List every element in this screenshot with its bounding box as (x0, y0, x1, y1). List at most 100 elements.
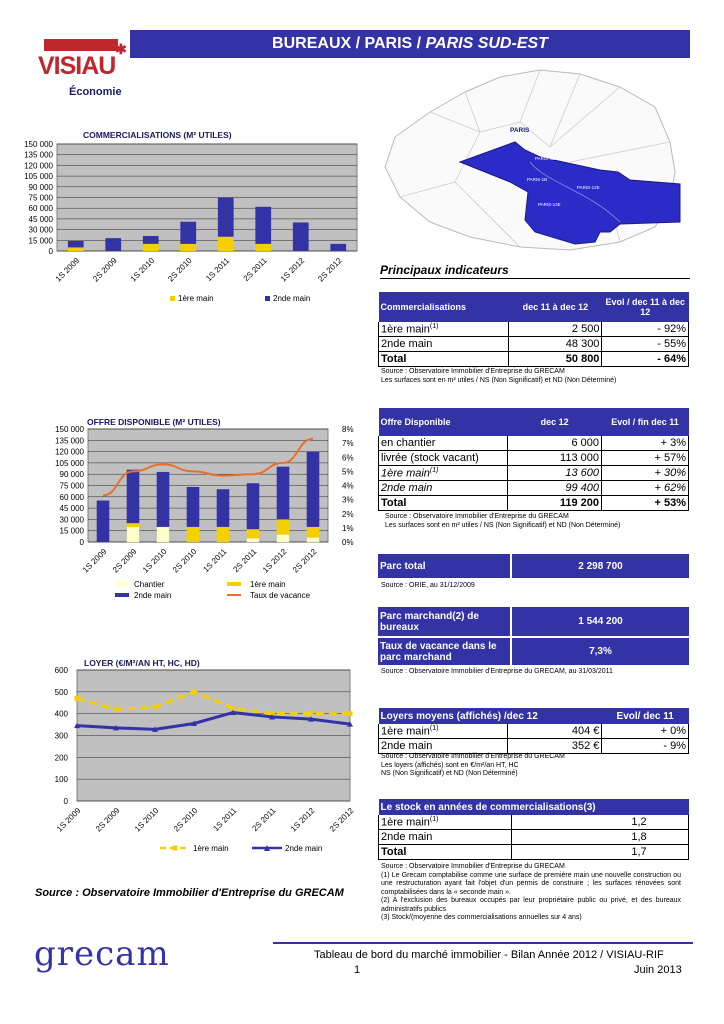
chart-loyer-title: LOYER (€/M²/AN HT, HC, HD) (84, 658, 200, 668)
bar (246, 538, 260, 543)
source-offre: Source : Observatoire Immobilier d'Entre… (385, 513, 621, 529)
bar (180, 243, 197, 251)
table-stock: Le stock en années de commercialisations… (378, 799, 689, 860)
bar (67, 247, 84, 251)
bar (292, 222, 309, 251)
legend-label: 2nde main (273, 294, 310, 303)
table-row: Total 1,7 (378, 844, 689, 860)
y2-tick-label: 7% (342, 439, 354, 448)
table-row: 1ère main(1) 13 600 + 30% (377, 465, 690, 481)
bar (216, 489, 230, 527)
bar (306, 451, 320, 527)
th-evol: Evol / fin dec 11 (611, 417, 679, 427)
x-tick-label: 2S 2009 (111, 547, 139, 575)
map-city-label: PARIS (510, 127, 530, 134)
indicators-title: Principaux indicateurs (380, 263, 509, 277)
bar (180, 221, 197, 244)
table-row: 2nde main 48 300 - 55% (377, 336, 689, 352)
y-tick-label: 105 000 (55, 459, 84, 468)
bar (255, 206, 272, 244)
y-tick-label: 90 000 (29, 183, 54, 192)
x-tick-label: 1S 2009 (81, 547, 109, 575)
x-tick-label: 1S 2010 (129, 256, 157, 284)
point (347, 711, 353, 717)
x-tick-label: 2S 2009 (91, 256, 119, 284)
legend-label: 1ère main (193, 844, 229, 853)
x-tick-label: 1S 2012 (279, 256, 307, 284)
bar (276, 519, 290, 535)
y-tick-label: 0 (49, 247, 54, 256)
y2-tick-label: 4% (342, 482, 354, 491)
bar (306, 537, 320, 543)
y2-tick-label: 2% (342, 510, 354, 519)
bar (105, 238, 122, 251)
y-tick-label: 30 000 (29, 226, 54, 235)
table-row: 1ère main(1) 1,2 (378, 815, 689, 830)
x-tick-label: 2S 2011 (242, 256, 269, 283)
y-tick-label: 150 000 (24, 140, 53, 149)
point (269, 713, 275, 720)
bar (217, 197, 234, 237)
x-tick-label: 2S 2010 (166, 256, 194, 284)
map-label-12e: PARIS-12E (577, 185, 600, 190)
legend-label: Chantier (134, 580, 165, 589)
map-label-1b: PARIS-1B (527, 177, 547, 182)
x-tick-label: 2S 2011 (231, 547, 258, 574)
legend-marker (264, 845, 270, 851)
y-tick-label: 30 000 (60, 515, 85, 524)
grecam-logo: grecam (34, 934, 170, 974)
y-tick-label: 0 (64, 797, 69, 806)
logo-text: VISIAU (38, 52, 116, 80)
point (191, 720, 197, 726)
footer-date: Juin 2013 (634, 964, 682, 976)
source-comm: Source : Observatoire Immobilier d'Entre… (381, 368, 617, 384)
page-number: 1 (354, 964, 361, 976)
y-tick-label: 45 000 (29, 215, 54, 224)
table-row: 2nde main 352 € - 9% (377, 738, 689, 754)
point (230, 705, 236, 711)
table-parc-marchand: Parc marchand(2) de bureaux 1 544 200 Ta… (378, 607, 689, 665)
x-tick-label: 1S 2011 (204, 256, 231, 283)
y-tick-label: 300 (55, 732, 69, 741)
point (152, 704, 158, 710)
point (347, 721, 353, 727)
table-commercialisations: Commercialisations dec 11 à dec 12 Evol … (377, 292, 689, 367)
legend-swatch-1ere (227, 582, 241, 586)
bar (156, 471, 170, 527)
source-loyers: Source : Observatoire Immobilier d'Entre… (381, 753, 565, 777)
notes: Source : Observatoire Immobilier d'Entre… (381, 863, 681, 921)
y-tick-label: 45 000 (60, 504, 85, 513)
x-tick-label: 2S 2012 (328, 806, 356, 834)
point (191, 689, 197, 695)
point (113, 706, 119, 712)
y-tick-label: 60 000 (29, 204, 54, 213)
y-tick-label: 0 (80, 538, 85, 547)
chart-comm-title: COMMERCIALISATIONS (M² UTILES) (83, 130, 232, 140)
chart-loyer: 600 500 400 300 200 100 01S 2009 2S 2009 1S 2010… (55, 666, 356, 853)
logo-bar (44, 39, 118, 51)
x-tick-label: 1S 2011 (211, 806, 238, 833)
x-tick-label: 1S 2010 (133, 806, 161, 834)
left-source: Source : Observatoire Immobilier d'Entre… (35, 887, 344, 899)
bar (126, 526, 140, 543)
bar (96, 500, 110, 542)
chart-offre: 150 000 135 000 120 000 105 000 90 000 75 000… (55, 425, 354, 600)
legend-marker (172, 845, 178, 851)
y-tick-label: 120 000 (24, 161, 53, 170)
x-tick-label: 1S 2012 (261, 547, 289, 575)
legend-swatch-2nde (115, 593, 129, 597)
legend-label: 1ère main (178, 294, 214, 303)
bar (217, 236, 234, 251)
th-period: dec 11 à dec 12 (522, 302, 589, 312)
footer-title: Tableau de bord du marché immobilier - B… (314, 949, 664, 961)
x-tick-label: 2S 2012 (291, 547, 319, 575)
point (308, 711, 314, 717)
bar (330, 243, 347, 251)
y-tick-label: 400 (55, 710, 69, 719)
source-parc-marchand: Source : Observatoire Immobilier d'Entre… (381, 668, 613, 675)
y2-tick-label: 1% (342, 524, 354, 533)
x-tick-label: 1S 2009 (55, 806, 83, 834)
point (74, 695, 80, 701)
map-label-13e: PARIS-13E (538, 202, 561, 207)
